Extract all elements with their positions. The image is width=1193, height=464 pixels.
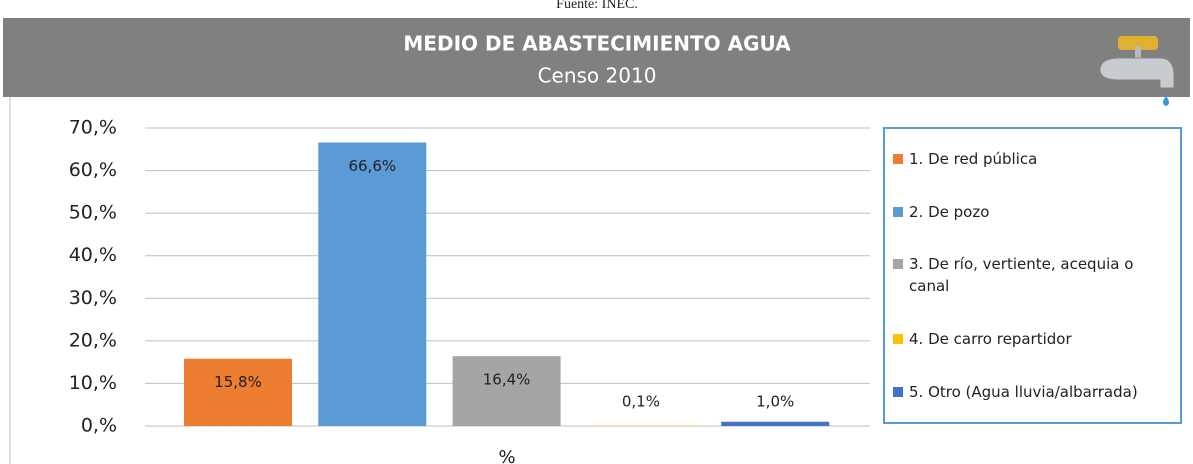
header	[3, 18, 1190, 97]
source: Fuente: INEC.	[556, 0, 638, 12]
chart-subtitle: Censo 2010	[538, 64, 657, 88]
legend-swatch	[893, 334, 903, 345]
y-tick-label: 70,%	[69, 117, 117, 139]
bar	[721, 421, 830, 426]
legend-swatch	[893, 206, 903, 217]
legend-item: 4. De carro repartidor	[893, 328, 1172, 350]
bar	[452, 356, 561, 426]
legend: 1. De red pública 2. De pozo 3. De río, ve…	[883, 127, 1182, 424]
x-axis-label: %	[498, 447, 515, 464]
value-label: 16,4%	[483, 371, 531, 389]
legend-label: 1. De red pública	[909, 150, 1038, 169]
y-tick-label: 20,%	[69, 329, 117, 351]
value-label: 66,6%	[348, 157, 396, 175]
bar	[184, 358, 292, 426]
value-label: 15,8%	[214, 373, 262, 391]
legend-label: 2. De pozo	[909, 202, 990, 221]
y-tick-label: 60,%	[69, 159, 117, 181]
legend-swatch	[893, 154, 903, 165]
y-tick-label: 50,%	[69, 202, 117, 224]
legend-label: 4. De carro repartidor	[909, 330, 1072, 349]
legend-item: 5. Otro (Agua lluvia/albarrada)	[893, 381, 1172, 403]
legend-swatch	[893, 386, 903, 397]
chart-title: MEDIO DE ABASTECIMIENTO AGUA	[403, 32, 791, 56]
faucet-icon	[1099, 36, 1175, 106]
legend-item: 1. De red pública	[893, 148, 1172, 170]
value-label: 0,1%	[622, 393, 660, 411]
legend-label: 5. Otro (Agua lluvia/albarrada)	[909, 382, 1138, 401]
value-label: 1,0%	[756, 393, 794, 411]
y-tick-label: 30,%	[69, 287, 117, 309]
legend-label: 3. De río, vertiente, acequia o canal	[909, 255, 1134, 296]
bar	[318, 142, 427, 426]
y-tick-label: 10,%	[69, 372, 117, 394]
legend-swatch	[893, 259, 903, 270]
legend-item: 3. De río, vertiente, acequia o canal	[893, 253, 1172, 297]
y-tick-label: 40,%	[69, 244, 117, 266]
y-tick-label: 0,%	[81, 415, 117, 437]
legend-item: 2. De pozo	[893, 201, 1172, 223]
